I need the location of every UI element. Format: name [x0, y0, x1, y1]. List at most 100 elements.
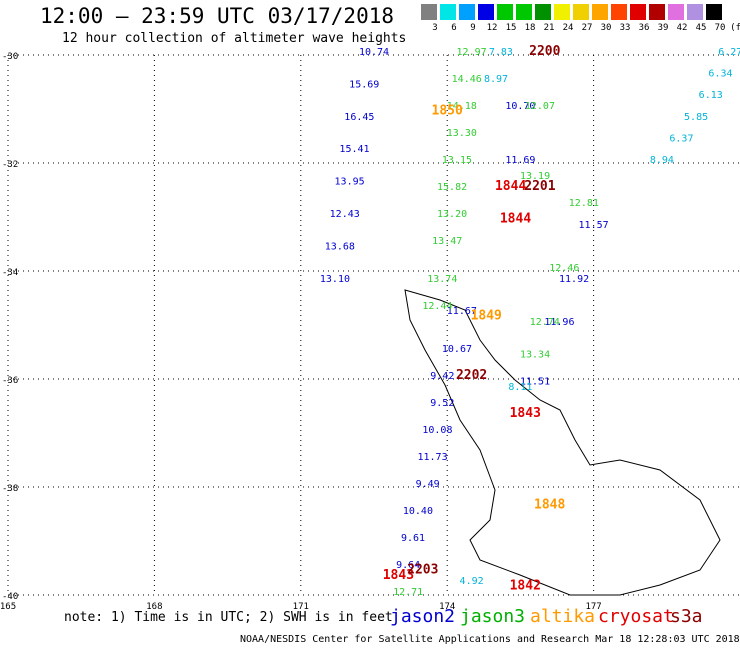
color-scale-label: 6 — [451, 23, 457, 33]
data-point-label: 13.47 — [432, 236, 462, 247]
color-scale-label: 36 — [638, 23, 650, 33]
data-point-label: 11.67 — [447, 306, 477, 317]
data-point-label: 6.13 — [699, 90, 723, 101]
color-swatch — [459, 4, 475, 20]
color-scale-label: 33 — [619, 23, 631, 33]
x-tick-label: 165 — [0, 602, 16, 612]
color-scale-label: 70 — [714, 23, 726, 33]
data-point-label: 14.18 — [447, 101, 477, 112]
y-tick-label: -36 — [2, 376, 18, 386]
color-swatch — [611, 4, 627, 20]
color-swatch — [516, 4, 532, 20]
data-point-label: 8.11 — [508, 382, 532, 393]
color-swatch — [478, 4, 494, 20]
data-point-label: 5.85 — [684, 112, 708, 123]
data-point-label: 15.69 — [349, 79, 379, 90]
data-point-label: 13.20 — [437, 209, 467, 220]
data-point-label: 15.41 — [339, 144, 369, 155]
x-tick-label: 177 — [585, 602, 601, 612]
data-point-label: 12.74 — [530, 317, 560, 328]
data-point-label: 11.69 — [505, 155, 535, 166]
legend-item-jason3: jason3 — [460, 606, 526, 627]
data-point-label: 10.40 — [403, 506, 433, 517]
legend-item-cryosat: cryosat — [598, 606, 674, 627]
data-point-label: 6.37 — [669, 133, 693, 144]
data-point-label: 11.57 — [579, 220, 609, 231]
color-scale-label: 42 — [676, 23, 688, 33]
footnote: note: 1) Time is in UTC; 2) SWH is in fe… — [64, 610, 393, 625]
data-point-label: 1843 — [383, 568, 414, 583]
data-point-label: 10.67 — [442, 344, 472, 355]
data-point-label: 12.81 — [569, 198, 599, 209]
color-swatch — [706, 4, 722, 20]
data-point-label: 10.08 — [422, 425, 452, 436]
data-point-label: 2200 — [529, 44, 560, 59]
color-swatch — [440, 4, 456, 20]
data-point-label: 13.95 — [335, 177, 365, 188]
color-swatch — [649, 4, 665, 20]
data-point-label: 6.27 — [718, 47, 740, 58]
color-scale-label: 39 — [657, 23, 669, 33]
data-point-label: 12.71 — [393, 587, 423, 598]
data-point-label: 14.46 — [452, 74, 482, 85]
data-point-label: 11.73 — [418, 452, 448, 463]
color-scale-label: 3 — [432, 23, 438, 33]
legend-item-jason2: jason2 — [390, 606, 456, 627]
x-tick-label: 168 — [146, 602, 162, 612]
data-point-label: 1843 — [510, 406, 541, 421]
color-swatch — [630, 4, 646, 20]
color-scale-label: 21 — [543, 23, 555, 33]
color-scale-label: 15 — [505, 23, 517, 33]
data-point-label: 16.45 — [344, 112, 374, 123]
color-scale-label: 24 — [562, 23, 574, 33]
data-point-label: 13.68 — [325, 241, 355, 252]
color-scale-label: 45 — [695, 23, 707, 33]
color-scale-label: 27 — [581, 23, 593, 33]
color-swatch — [573, 4, 589, 20]
color-swatch — [668, 4, 684, 20]
data-point-label: 2203 — [407, 562, 438, 577]
data-point-label: 1848 — [534, 498, 565, 513]
data-point-label: 11.51 — [520, 376, 550, 387]
chart-title: 12:00 – 23:59 UTC 03/17/2018 — [40, 4, 395, 28]
color-swatch — [687, 4, 703, 20]
color-scale-label: 18 — [524, 23, 536, 33]
data-point-label: 11.96 — [544, 317, 574, 328]
data-point-label: 10.70 — [505, 101, 535, 112]
data-point-label: 12.46 — [549, 263, 579, 274]
x-tick-label: 171 — [293, 602, 309, 612]
y-tick-label: -38 — [2, 484, 18, 494]
color-scale-label: 12 — [486, 23, 498, 33]
data-point-label: 13.15 — [442, 155, 472, 166]
color-swatch — [554, 4, 570, 20]
data-point-label: 11.92 — [559, 274, 589, 285]
data-point-label: 7.83 — [489, 47, 513, 58]
data-point-label: 12.97 — [457, 47, 487, 58]
data-point-label: 1844 — [500, 211, 531, 226]
data-point-label: 10.74 — [359, 47, 389, 58]
data-point-label: 1849 — [471, 309, 502, 324]
north-island-outline — [404, 289, 721, 596]
data-point-label: 15.82 — [437, 182, 467, 193]
data-point-label: 9.52 — [430, 398, 454, 409]
color-scale-label: 30 — [600, 23, 612, 33]
data-point-label: 9.64 — [396, 560, 420, 571]
data-point-label: 9.42 — [430, 371, 454, 382]
data-point-label: 1842 — [510, 579, 541, 594]
data-point-label: 1850 — [432, 103, 463, 118]
data-point-label: 12.43 — [330, 209, 360, 220]
data-point-label: 13.74 — [427, 274, 457, 285]
color-scale-unit: (ft) — [730, 23, 740, 33]
data-point-label: 8.94 — [650, 155, 674, 166]
color-swatch — [421, 4, 437, 20]
data-point-label: 4.92 — [460, 576, 484, 587]
y-tick-label: -32 — [2, 160, 18, 170]
data-point-label: 2201 — [524, 179, 555, 194]
y-tick-label: -34 — [2, 268, 18, 278]
y-tick-label: -30 — [2, 52, 18, 62]
y-tick-label: -40 — [2, 592, 18, 602]
data-point-label: 9.61 — [401, 533, 425, 544]
x-tick-label: 174 — [439, 602, 455, 612]
data-point-label: 2202 — [456, 368, 487, 383]
